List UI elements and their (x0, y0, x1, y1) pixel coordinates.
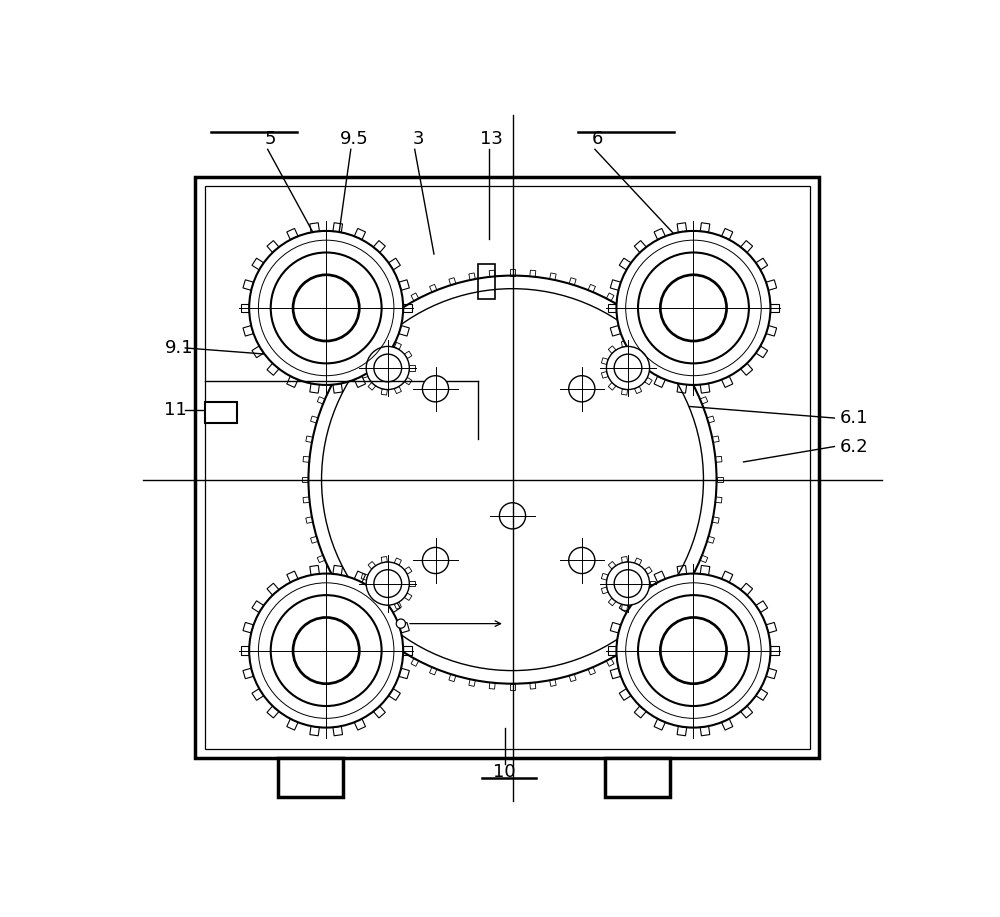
Circle shape (638, 252, 749, 363)
Circle shape (374, 569, 402, 598)
Text: 11: 11 (164, 402, 187, 419)
Text: 6: 6 (592, 129, 603, 148)
Text: 6.1: 6.1 (840, 409, 868, 427)
Bar (205, 186, 810, 749)
Circle shape (616, 231, 770, 385)
Circle shape (614, 354, 642, 381)
Circle shape (569, 547, 595, 573)
Circle shape (660, 617, 727, 684)
Circle shape (569, 376, 595, 402)
Circle shape (422, 547, 449, 573)
Circle shape (396, 619, 405, 628)
Circle shape (374, 354, 402, 381)
Text: 13: 13 (480, 129, 503, 148)
Circle shape (606, 562, 650, 605)
Circle shape (606, 347, 650, 390)
Circle shape (366, 347, 409, 390)
Text: 10: 10 (493, 763, 516, 781)
Circle shape (293, 275, 359, 341)
Text: 9.1: 9.1 (164, 339, 193, 357)
Circle shape (638, 595, 749, 706)
Circle shape (271, 252, 382, 363)
Bar (205, 402, 237, 424)
Text: 3: 3 (413, 129, 424, 148)
Circle shape (422, 376, 449, 402)
Circle shape (271, 595, 382, 706)
Circle shape (616, 573, 770, 727)
Text: 5: 5 (264, 129, 276, 148)
Circle shape (660, 275, 727, 341)
Circle shape (499, 503, 526, 529)
Bar (478, 264, 495, 299)
Bar (278, 758, 343, 797)
Text: 9.5: 9.5 (340, 129, 369, 148)
Circle shape (366, 562, 409, 605)
Text: 6.2: 6.2 (840, 437, 868, 456)
Circle shape (614, 569, 642, 598)
Bar (605, 758, 670, 797)
Circle shape (249, 231, 403, 385)
Circle shape (249, 573, 403, 727)
Bar (195, 177, 819, 758)
Circle shape (293, 617, 359, 684)
